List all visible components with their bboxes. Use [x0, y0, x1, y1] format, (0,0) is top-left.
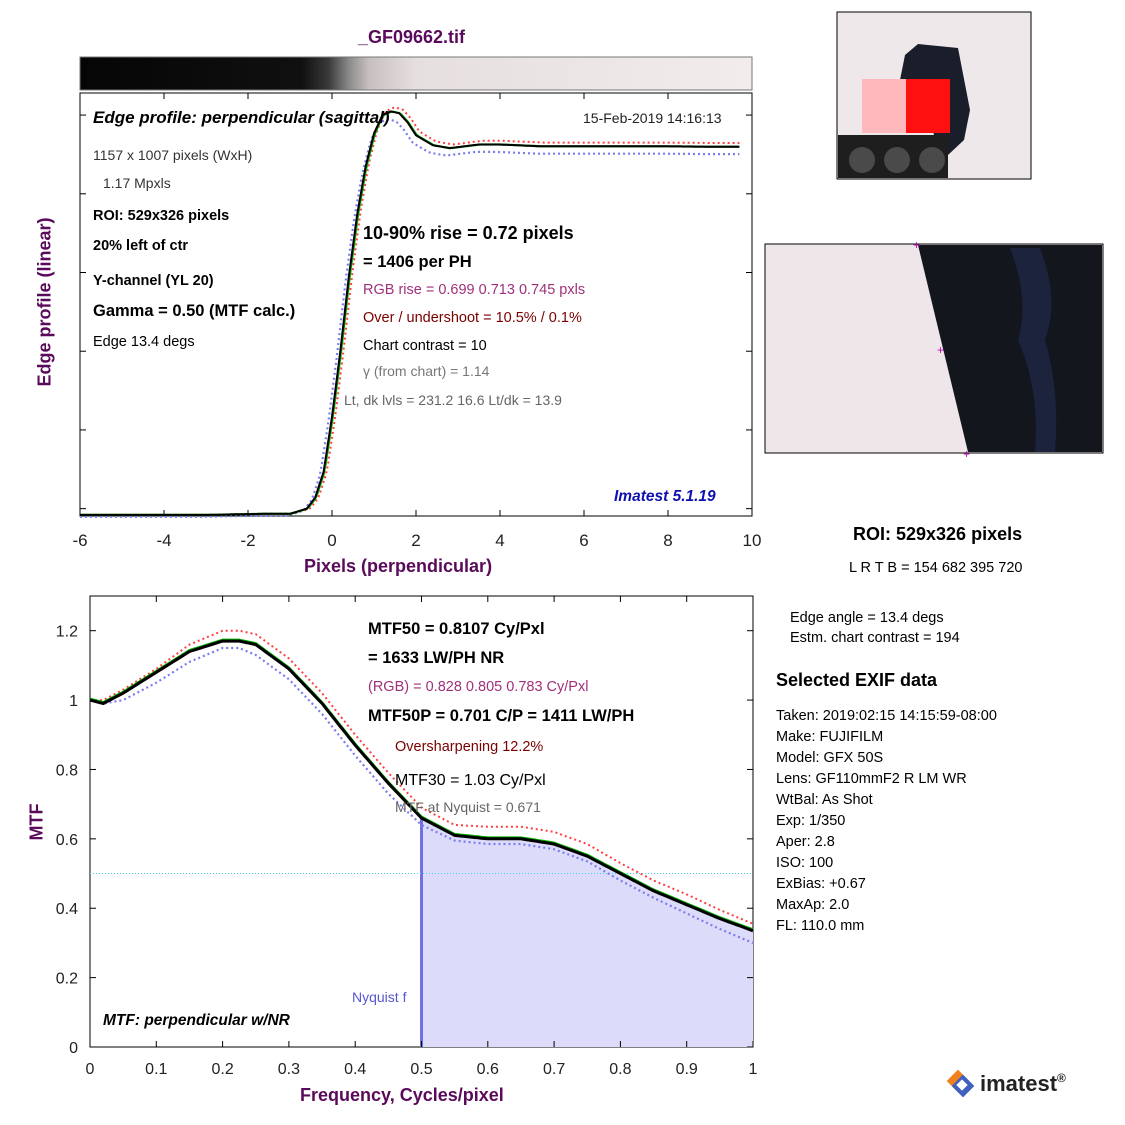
edge-panel-title: Edge profile: perpendicular (sagittal)	[93, 108, 390, 127]
edge-x-tick-label: -2	[240, 531, 255, 550]
mtf-x-tick-label: 0.2	[211, 1061, 233, 1078]
roi-thumbnail-large: + + +	[764, 238, 1104, 461]
mtf-y-tick-label: 0.8	[56, 762, 78, 779]
svg-text:+: +	[963, 447, 970, 461]
exif-row: Lens: GF110mmF2 R LM WR	[776, 771, 967, 787]
info-size: 1157 x 1007 pixels (WxH)	[93, 147, 253, 163]
imatest-logo-text: imatest®	[980, 1071, 1066, 1097]
exif-row: Make: FUJIFILM	[776, 729, 884, 745]
mtf-x-tick-label: 1	[749, 1061, 758, 1078]
edge-curve-black	[80, 110, 740, 516]
stat-rgb-rise: RGB rise = 0.699 0.713 0.745 pxls	[363, 282, 586, 298]
stat-chart-contrast: Chart contrast = 10	[363, 338, 487, 354]
edge-x-tick-label: 4	[495, 531, 504, 550]
mtf-y-tick-label: 1.2	[56, 624, 78, 641]
mtf-x-tick-label: 0.9	[676, 1061, 698, 1078]
mtf-x-tick-label: 0.7	[543, 1061, 565, 1078]
mtf-x-tick-label: 0.5	[410, 1061, 432, 1078]
exif-row: Model: GFX 50S	[776, 750, 884, 766]
gray-scale-strip	[79, 56, 753, 91]
imatest-logo-mark	[946, 1069, 975, 1098]
edge-ylabel: Edge profile (linear)	[34, 217, 55, 387]
mtf-plot: 0 0.1 0.2 0.3 0.4 0.5 0.6 0.7 0.8 0.9 1 0 0.2 0.4 0.6 0…	[56, 595, 758, 1078]
mtf-curve-black	[89, 639, 754, 933]
edge-x-tick-label: 8	[663, 531, 672, 550]
stat-overshoot: Over / undershoot = 10.5% / 0.1%	[363, 310, 582, 326]
exif-row: Exp: 1/350	[776, 813, 846, 829]
stat-levels: Lt, dk lvls = 231.2 16.6 Lt/dk = 13.9	[344, 392, 562, 408]
edge-x-tick-label: 6	[579, 531, 588, 550]
exif-row: WtBal: As Shot	[776, 792, 873, 808]
logo-word: imatest	[980, 1071, 1058, 1096]
mtf-rgb: (RGB) = 0.828 0.805 0.783 Cy/Pxl	[368, 679, 589, 695]
info-mpxls: 1.17 Mpxls	[103, 175, 171, 191]
mtf-curve-red	[90, 629, 754, 925]
mtf-oversharpening: Oversharpening 12.2%	[395, 739, 544, 755]
nyquist-shaded-area	[421, 818, 753, 1047]
exif-row: MaxAp: 2.0	[776, 897, 850, 913]
nyquist-label: Nyquist f	[352, 989, 407, 1005]
exif-row: Aper: 2.8	[776, 834, 835, 850]
exif-title: Selected EXIF data	[776, 670, 938, 690]
mtf-panel-label: MTF: perpendicular w/NR	[103, 1012, 290, 1029]
exif-row: FL: 110.0 mm	[776, 918, 865, 934]
edge-curve-blue	[80, 118, 740, 518]
roi-lrtb: L R T B = 154 682 395 720	[849, 560, 1023, 576]
roi-thumbnail-small	[836, 11, 1032, 180]
mtf-y-tick-label: 0.6	[56, 832, 78, 849]
exif-row: ISO: 100	[776, 855, 834, 871]
mtf-y-tick-label: 0	[69, 1040, 78, 1057]
mtf50: MTF50 = 0.8107 Cy/Pxl	[368, 620, 545, 638]
svg-text:+: +	[913, 238, 920, 252]
edge-x-tick-label: 10	[743, 531, 762, 550]
edge-x-tick-label: -4	[156, 531, 171, 550]
edge-x-tick-label: 0	[327, 531, 336, 550]
mtf-x-tick-label: 0.6	[477, 1061, 499, 1078]
mtf-x-tick-label: 0.4	[344, 1061, 366, 1078]
mtf30: MTF30 = 1.03 Cy/Pxl	[395, 772, 546, 789]
mtf-xlabel: Frequency, Cycles/pixel	[300, 1085, 504, 1105]
info-location: 20% left of ctr	[93, 238, 189, 254]
mtf-x-tick-label: 0.8	[609, 1061, 631, 1078]
imatest-version: Imatest 5.1.19	[614, 488, 716, 505]
roi-title: ROI: 529x326 pixels	[853, 524, 1023, 544]
stat-rise: 10-90% rise = 0.72 pixels	[363, 223, 574, 243]
mtf-x-tick-label: 0.3	[278, 1061, 300, 1078]
edge-profile-plot: -6 -4 -2 0 2 4 6 8 10	[72, 92, 762, 550]
mtf-y-tick-label: 0.2	[56, 971, 78, 988]
exif-row: ExBias: +0.67	[776, 876, 866, 892]
edge-xlabel: Pixels (perpendicular)	[304, 556, 493, 576]
mtf-y-tick-label: 0.4	[56, 901, 78, 918]
info-channel: Y-channel (YL 20)	[93, 273, 214, 289]
mtf-x-tick-label: 0	[86, 1061, 95, 1078]
stat-gamma-from-chart: γ (from chart) = 1.14	[363, 363, 490, 379]
file-title: _GF09662.tif	[358, 27, 466, 47]
logo-registered-mark: ®	[1057, 1071, 1066, 1085]
info-roi: ROI: 529x326 pixels	[93, 208, 230, 224]
edge-curve-red	[80, 106, 740, 516]
mtf-x-tick-label: 0.1	[145, 1061, 167, 1078]
edge-x-tick-label: 2	[411, 531, 420, 550]
edge-plot-frame	[79, 92, 753, 517]
edge-x-tick-label: -6	[72, 531, 87, 550]
svg-text:+: +	[937, 343, 944, 357]
info-edge: Edge 13.4 degs	[93, 334, 195, 350]
mtf-lwph: = 1633 LW/PH NR	[368, 649, 505, 667]
mtf-nyquist-value: MTF at Nyquist = 0.671	[395, 799, 541, 815]
mtf-ylabel: MTF	[26, 803, 47, 841]
exif-list: Taken: 2019:02:15 14:15:59-08:00 Make: FU…	[776, 708, 997, 939]
info-gamma: Gamma = 0.50 (MTF calc.)	[93, 302, 296, 320]
edge-angle: Edge angle = 13.4 degs	[790, 610, 944, 626]
edge-panel-timestamp: 15-Feb-2019 14:16:13	[583, 110, 722, 126]
mtf-y-tick-label: 1	[69, 693, 78, 710]
exif-row: Taken: 2019:02:15 14:15:59-08:00	[776, 708, 997, 724]
stat-per-ph: = 1406 per PH	[363, 253, 472, 271]
mtf50p: MTF50P = 0.701 C/P = 1411 LW/PH	[368, 707, 635, 725]
estm-chart-contrast: Estm. chart contrast = 194	[790, 630, 960, 646]
